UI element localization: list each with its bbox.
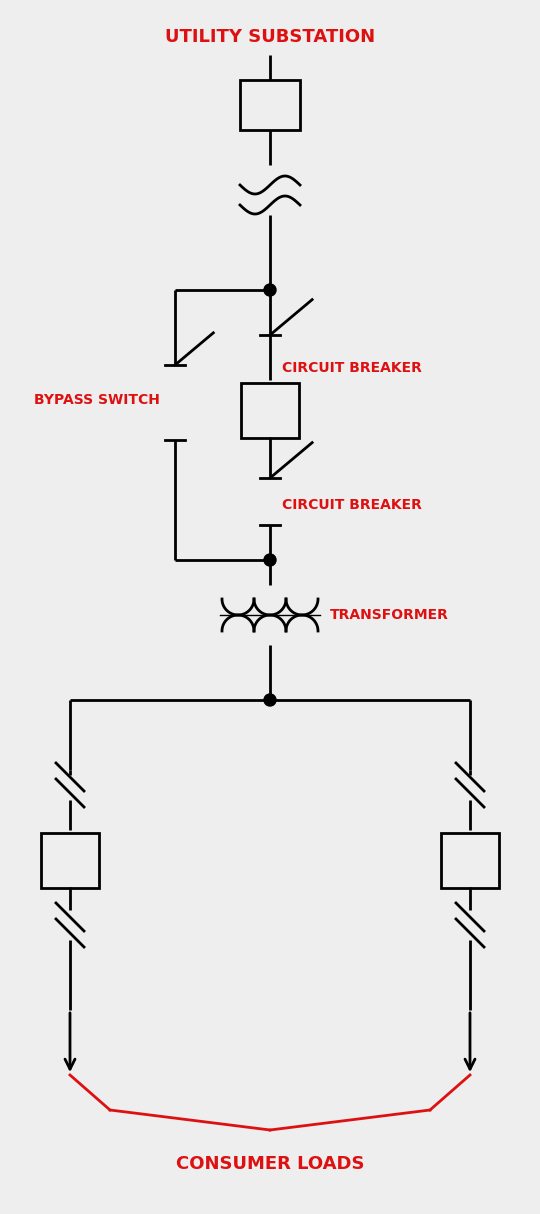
Text: UTILITY SUBSTATION: UTILITY SUBSTATION: [165, 28, 375, 46]
Text: CIRCUIT BREAKER: CIRCUIT BREAKER: [282, 361, 422, 375]
Text: TRANSFORMER: TRANSFORMER: [330, 608, 449, 622]
Text: BYPASS SWITCH: BYPASS SWITCH: [34, 393, 160, 407]
Bar: [241, 382, 299, 437]
Bar: [240, 80, 300, 130]
Text: CONSUMER LOADS: CONSUMER LOADS: [176, 1155, 364, 1173]
Circle shape: [264, 284, 276, 296]
Text: CIRCUIT BREAKER: CIRCUIT BREAKER: [282, 498, 422, 512]
Circle shape: [264, 554, 276, 566]
Circle shape: [264, 694, 276, 707]
Bar: [441, 833, 499, 887]
Bar: [41, 833, 99, 887]
